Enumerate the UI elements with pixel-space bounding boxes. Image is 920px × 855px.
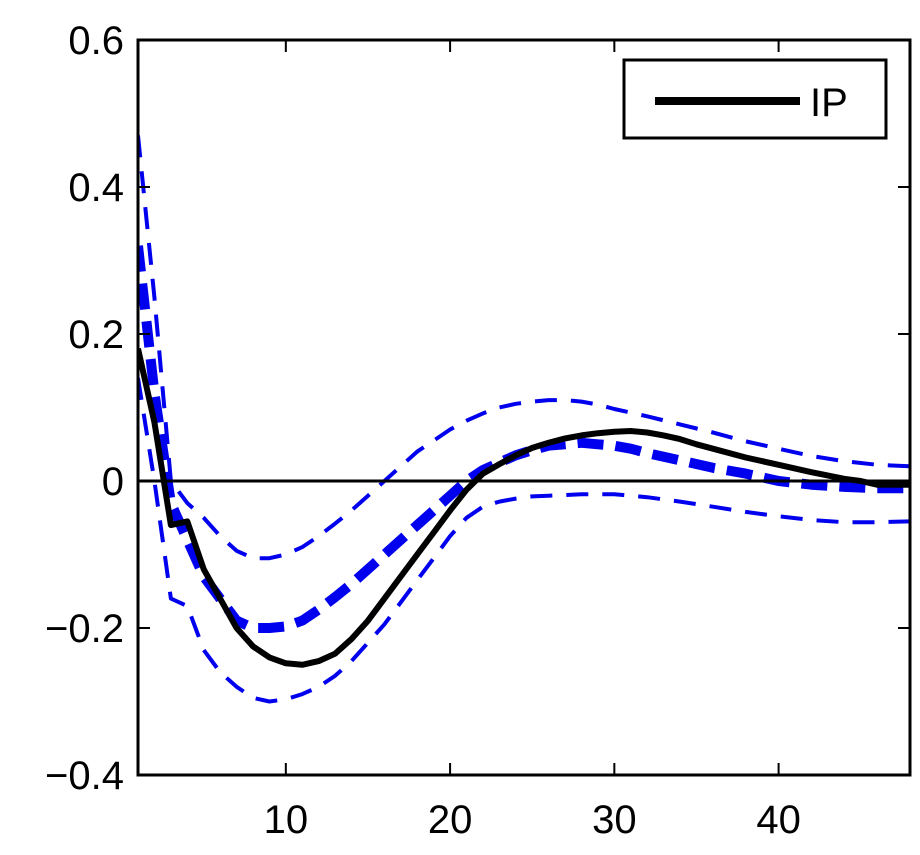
legend: IP xyxy=(622,58,888,140)
x-tick-label: 10 xyxy=(264,798,309,842)
y-tick-label: −0.2 xyxy=(45,607,124,651)
series-layer xyxy=(138,135,910,704)
series-line-3 xyxy=(138,377,910,704)
y-tick-label: 0.6 xyxy=(68,19,124,63)
y-tick-label: 0 xyxy=(102,460,124,504)
x-tick-label: 40 xyxy=(756,798,801,842)
y-tick-label: 0.2 xyxy=(68,313,124,357)
series-line-2 xyxy=(138,135,910,561)
y-tick-label: −0.4 xyxy=(45,754,124,798)
ticks-layer: 0.6 0.4 0.2 0 −0.2 −0.4 10 20 30 40 xyxy=(45,19,910,842)
plot-frame xyxy=(136,38,912,777)
series-line-0 xyxy=(138,348,910,668)
series-line-1 xyxy=(138,245,910,633)
legend-label-ip: IP xyxy=(810,81,848,125)
y-tick-label: 0.4 xyxy=(68,166,124,210)
x-tick-label: 30 xyxy=(592,798,637,842)
x-tick-label: 20 xyxy=(428,798,473,842)
